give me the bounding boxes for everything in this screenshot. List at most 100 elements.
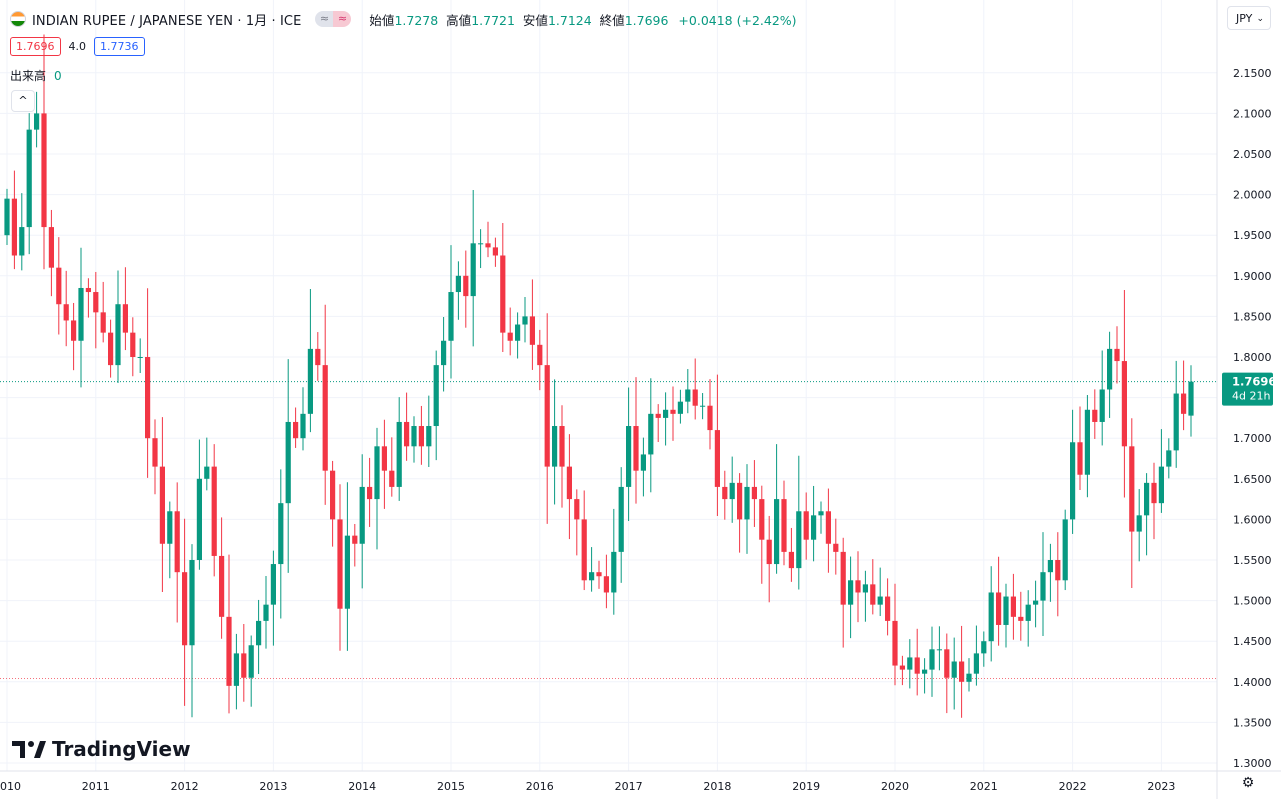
candle-body (11, 198, 17, 256)
y-tick-label: 1.8500 (1233, 310, 1272, 323)
candle-body (855, 580, 861, 593)
candle-body (122, 304, 128, 333)
candle-body (566, 466, 572, 500)
candle-body (48, 227, 54, 268)
y-tick-label: 1.5500 (1233, 554, 1272, 567)
candle-body (840, 551, 846, 605)
x-tick-label: 2013 (259, 780, 287, 793)
y-tick-label: 1.8000 (1233, 351, 1272, 364)
candle-body (1047, 560, 1053, 573)
candle-body (167, 511, 173, 544)
price-axis: 1.3000 1.3500 1.4000 1.4500 1.5000 1.5500 1.60… (1233, 67, 1272, 770)
candle-body (951, 661, 957, 678)
candle-body (78, 287, 84, 341)
candle-body (811, 515, 817, 540)
candle-body (211, 466, 217, 556)
close-value: 1.7696 (624, 12, 669, 28)
candle-body (1055, 560, 1061, 581)
candle-body (1188, 381, 1194, 416)
candle-body (433, 365, 439, 427)
volume-legend: 出来高 0 (10, 67, 62, 84)
candle-body (233, 653, 239, 686)
candle-body (759, 499, 765, 540)
candle-body (581, 519, 587, 581)
candle-body (611, 551, 617, 593)
candle-body (411, 426, 417, 447)
x-tick-label: 2022 (1059, 780, 1087, 793)
candle-body (936, 649, 942, 651)
symbol-title[interactable]: INDIAN RUPEE / JAPANESE YEN · 1月 · ICE (32, 13, 302, 29)
x-tick-label: 2012 (171, 780, 199, 793)
candle-body (966, 673, 972, 682)
candle-body (100, 312, 106, 333)
candle-body (1151, 482, 1157, 504)
x-tick-label: 2020 (881, 780, 909, 793)
chevron-down-icon: ⌄ (1256, 14, 1264, 24)
candle-body (737, 482, 743, 520)
candle-body (285, 421, 291, 504)
collapse-chevron-up-icon[interactable]: ^ (11, 90, 35, 112)
y-tick-label: 1.3000 (1233, 757, 1272, 770)
status-pill[interactable]: ≈ ≈ (315, 11, 352, 27)
x-tick-label: 2018 (703, 780, 731, 793)
candle-body (263, 604, 269, 621)
settings-gear-icon[interactable]: ⚙ (1241, 775, 1255, 791)
high-label: 高値 (446, 12, 472, 28)
candle-body (478, 243, 484, 245)
candle-body (774, 499, 780, 565)
y-tick-label: 2.0000 (1233, 189, 1272, 202)
candle-body (381, 446, 387, 471)
candle-body (1129, 446, 1135, 532)
sell-button[interactable]: 1.7696 (10, 37, 61, 56)
candle-body (677, 401, 683, 414)
currency-button[interactable]: JPY ⌄ (1227, 6, 1271, 30)
candle-body (544, 365, 550, 467)
x-tick-label: 2021 (970, 780, 998, 793)
candle-body (877, 596, 883, 605)
buy-button[interactable]: 1.7736 (94, 37, 145, 56)
candle-body (256, 620, 262, 646)
candle-body (959, 661, 965, 682)
candle-body (270, 564, 276, 605)
candle-body (729, 482, 735, 500)
x-tick-label: 2023 (1147, 780, 1175, 793)
candle-body (130, 332, 136, 357)
tradingview-logo-icon (12, 741, 46, 758)
candle-body (796, 511, 802, 569)
x-tick-label: 010 (0, 780, 21, 793)
india-flag-icon (10, 11, 26, 27)
candle-body (1114, 348, 1120, 362)
candle-body (899, 665, 905, 670)
candle-body (574, 499, 580, 520)
candle-body (714, 430, 720, 487)
candle-body (1181, 393, 1187, 414)
candle-body (655, 413, 661, 418)
candle-body (744, 486, 750, 520)
y-tick-label: 1.7000 (1233, 432, 1272, 445)
candle-body (781, 499, 787, 552)
candle-body (396, 421, 402, 487)
candle-body (56, 267, 62, 305)
candle-body (914, 657, 920, 674)
candle-body (788, 551, 794, 569)
x-tick-label: 2011 (82, 780, 110, 793)
candle-body (307, 348, 313, 414)
currency-label: JPY (1236, 12, 1253, 25)
candle-body (470, 243, 476, 297)
candle-body (648, 413, 654, 455)
candle-body (182, 572, 188, 646)
x-tick-label: 2019 (792, 780, 820, 793)
candle-body (1062, 519, 1068, 581)
candle-body (448, 292, 454, 341)
candle-body (766, 539, 772, 565)
volume-label: 出来高 (10, 69, 47, 83)
x-tick-label: 2014 (348, 780, 376, 793)
y-tick-label: 1.6000 (1233, 513, 1272, 526)
candle-body (1003, 596, 1009, 625)
tradingview-logo[interactable]: TradingView (12, 737, 191, 761)
candle-body (492, 247, 498, 256)
candle-body (1092, 409, 1098, 422)
candle-body (85, 287, 91, 293)
candle-body (1070, 442, 1076, 520)
